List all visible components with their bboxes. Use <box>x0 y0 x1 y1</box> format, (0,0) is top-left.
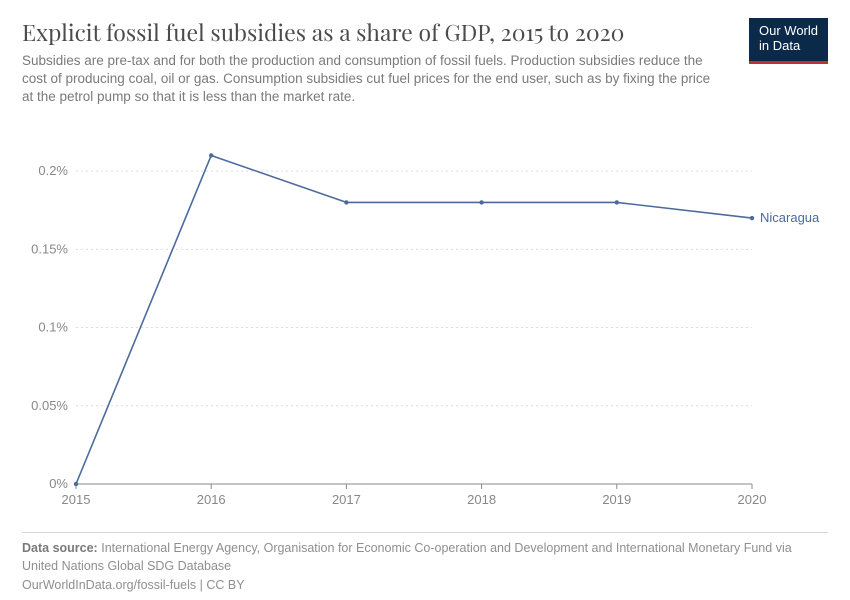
y-tick-label: 0% <box>49 476 68 491</box>
series-point <box>615 200 619 204</box>
title-block: Explicit fossil fuel subsidies as a shar… <box>22 18 749 106</box>
data-source-label: Data source: <box>22 541 98 555</box>
footer-rule <box>22 532 828 533</box>
footer: Data source: International Energy Agency… <box>22 532 828 593</box>
series-point <box>209 154 213 158</box>
chart-title: Explicit fossil fuel subsidies as a shar… <box>22 18 729 46</box>
data-source-line: Data source: International Energy Agency… <box>22 539 828 575</box>
series-line-nicaragua <box>76 156 752 485</box>
series-point <box>750 216 754 220</box>
series-label-nicaragua: Nicaragua <box>760 210 820 225</box>
owid-logo: Our World in Data <box>749 18 828 64</box>
chart-area: 0% 0.05% 0.1% 0.15% 0.2% 2015 2016 2017 2018 2019… <box>22 124 828 522</box>
x-tick-label: 2020 <box>738 492 767 507</box>
x-tick-label: 2018 <box>467 492 496 507</box>
x-tick-label: 2017 <box>332 492 361 507</box>
y-tick-label: 0.1% <box>38 320 68 335</box>
x-tick-label: 2019 <box>602 492 631 507</box>
x-tick-label: 2015 <box>62 492 91 507</box>
attribution-line: OurWorldInData.org/fossil-fuels | CC BY <box>22 576 828 594</box>
header: Explicit fossil fuel subsidies as a shar… <box>22 18 828 106</box>
data-source-text: International Energy Agency, Organisatio… <box>22 541 792 573</box>
x-tick-label: 2016 <box>197 492 226 507</box>
series-point <box>344 200 348 204</box>
series-point <box>479 200 483 204</box>
y-tick-label: 0.2% <box>38 163 68 178</box>
y-tick-label: 0.15% <box>31 242 68 257</box>
chart-subtitle: Subsidies are pre-tax and for both the p… <box>22 52 722 107</box>
line-chart-svg: 0% 0.05% 0.1% 0.15% 0.2% 2015 2016 2017 2018 2019… <box>22 124 828 522</box>
y-tick-label: 0.05% <box>31 398 68 413</box>
series-point <box>74 482 78 486</box>
